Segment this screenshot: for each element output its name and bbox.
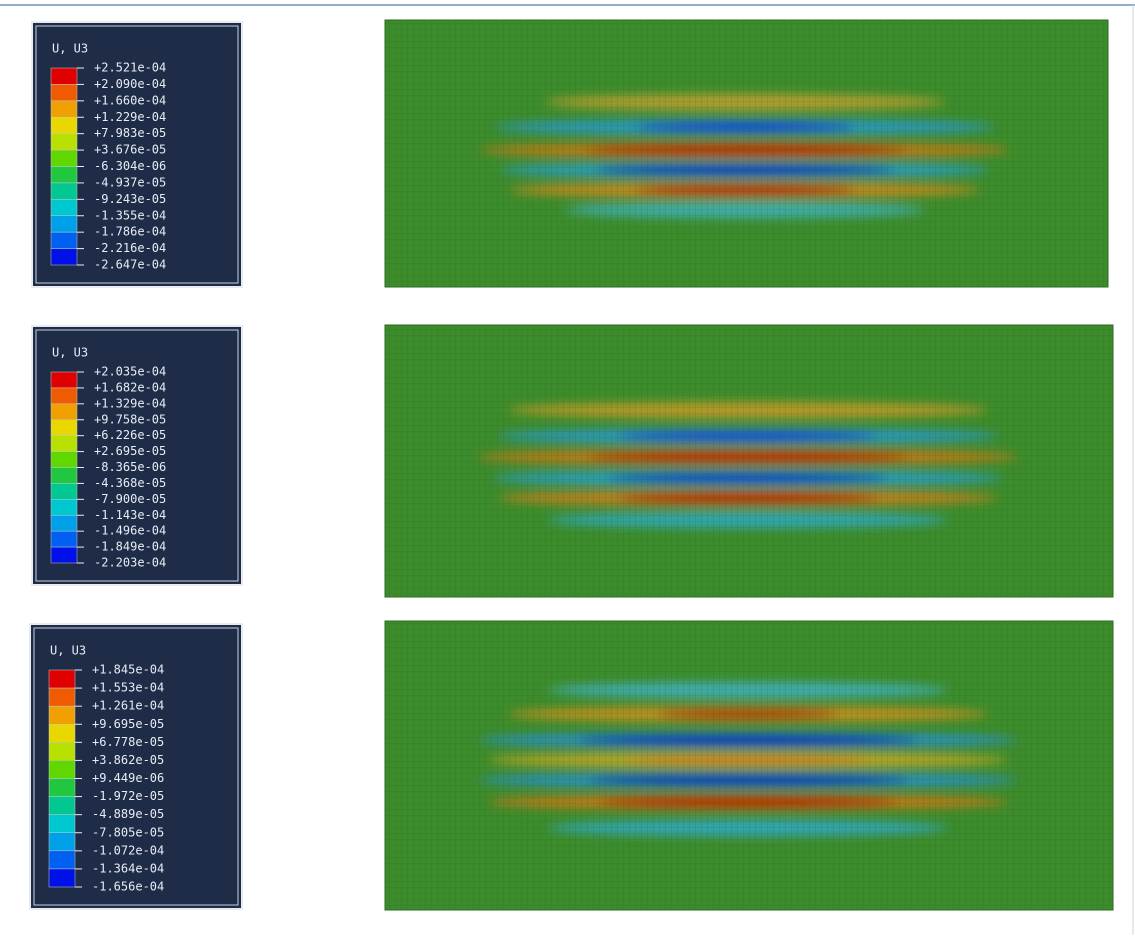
color-band [51, 468, 77, 484]
legend-label: -8.365e-06 [94, 460, 166, 474]
legend-label: -1.849e-04 [94, 540, 166, 554]
legend-label: +7.983e-05 [94, 126, 166, 140]
legend-label: -6.304e-06 [94, 159, 166, 173]
legend-label: +1.682e-04 [94, 380, 166, 394]
legend-label: +9.449e-06 [92, 771, 164, 785]
legend-label: +1.229e-04 [94, 110, 166, 124]
legend-label: +2.035e-04 [94, 365, 166, 379]
color-band [51, 101, 77, 117]
color-band [49, 706, 75, 724]
legend-label: -2.647e-04 [94, 258, 166, 272]
color-band [51, 547, 77, 563]
color-band [51, 404, 77, 420]
color-band [49, 833, 75, 851]
legend-label: +2.521e-04 [94, 61, 166, 75]
color-band [51, 483, 77, 499]
legend-label: +3.862e-05 [92, 753, 164, 767]
legend: U, U3 +2.521e-04 +2.090e-04 +1.660e-04 +1.22… [32, 22, 242, 287]
legend-label: +1.660e-04 [94, 93, 166, 107]
legend-label: -1.143e-04 [94, 508, 166, 522]
legend-label: -2.203e-04 [94, 556, 166, 570]
color-band [49, 779, 75, 797]
legend-label: -2.216e-04 [94, 241, 166, 255]
legend-title: U, U3 [52, 42, 88, 56]
legend-label: +1.553e-04 [92, 681, 164, 695]
legend-label: +6.226e-05 [94, 428, 166, 442]
legend-label: -4.937e-05 [94, 175, 166, 189]
contour-plot [385, 325, 1113, 597]
color-band [49, 688, 75, 706]
color-band [51, 183, 77, 199]
contour-plot [385, 621, 1113, 910]
color-band [51, 420, 77, 436]
legend: U, U3 +2.035e-04+1.682e-04 +1.329e-04 +9.75… [32, 326, 242, 585]
legend-label: +2.695e-05 [94, 444, 166, 458]
color-band [51, 232, 77, 248]
color-band [49, 724, 75, 742]
mesh [385, 20, 1108, 287]
legend-label: +1.845e-04 [92, 663, 164, 677]
legend-label: -4.368e-05 [94, 476, 166, 490]
color-band [51, 436, 77, 452]
legend-label: +6.778e-05 [92, 735, 164, 749]
color-band [49, 742, 75, 760]
color-band [51, 531, 77, 547]
color-band [51, 372, 77, 388]
color-band [49, 869, 75, 887]
legend-label: +2.090e-04 [94, 77, 166, 91]
color-band [49, 760, 75, 778]
legend-label: +9.758e-05 [94, 412, 166, 426]
color-band [49, 670, 75, 688]
legend-label: -1.355e-04 [94, 208, 166, 222]
legend: U, U3 +1.845e-04 +1.553e-04 +1.261e-04 +9.69… [30, 624, 242, 909]
color-band [51, 117, 77, 133]
legend-label: -1.364e-04 [92, 861, 164, 875]
legend-label: +9.695e-05 [92, 717, 164, 731]
legend-label: -1.972e-05 [92, 789, 164, 803]
legend-label: -1.496e-04 [94, 524, 166, 538]
legend-title: U, U3 [50, 644, 86, 658]
mesh [385, 325, 1113, 597]
legend-title: U, U3 [52, 346, 88, 360]
legend-label: +1.329e-04 [94, 396, 166, 410]
color-band [49, 815, 75, 833]
color-band [51, 167, 77, 183]
color-band [51, 134, 77, 150]
legend-label: -4.889e-05 [92, 807, 164, 821]
color-band [51, 199, 77, 215]
color-band [51, 515, 77, 531]
legend-label: +1.261e-04 [92, 699, 164, 713]
legend-label: -1.656e-04 [92, 880, 164, 894]
color-band [49, 851, 75, 869]
color-band [49, 797, 75, 815]
legend-label: -7.900e-05 [94, 492, 166, 506]
color-band [51, 84, 77, 100]
color-band [51, 249, 77, 265]
mesh [385, 621, 1113, 910]
color-band [51, 388, 77, 404]
legend-label: -9.243e-05 [94, 192, 166, 206]
color-band [51, 68, 77, 84]
color-band [51, 452, 77, 468]
legend-label: -1.786e-04 [94, 225, 166, 239]
legend-label: -1.072e-04 [92, 843, 164, 857]
color-band [51, 216, 77, 232]
color-band [51, 499, 77, 515]
contour-plot [385, 20, 1108, 287]
color-band [51, 150, 77, 166]
legend-label: +3.676e-05 [94, 143, 166, 157]
legend-label: -7.805e-05 [92, 825, 164, 839]
figure: U, U3 +2.521e-04 +2.090e-04 +1.660e-04 +1.22… [0, 0, 1135, 935]
